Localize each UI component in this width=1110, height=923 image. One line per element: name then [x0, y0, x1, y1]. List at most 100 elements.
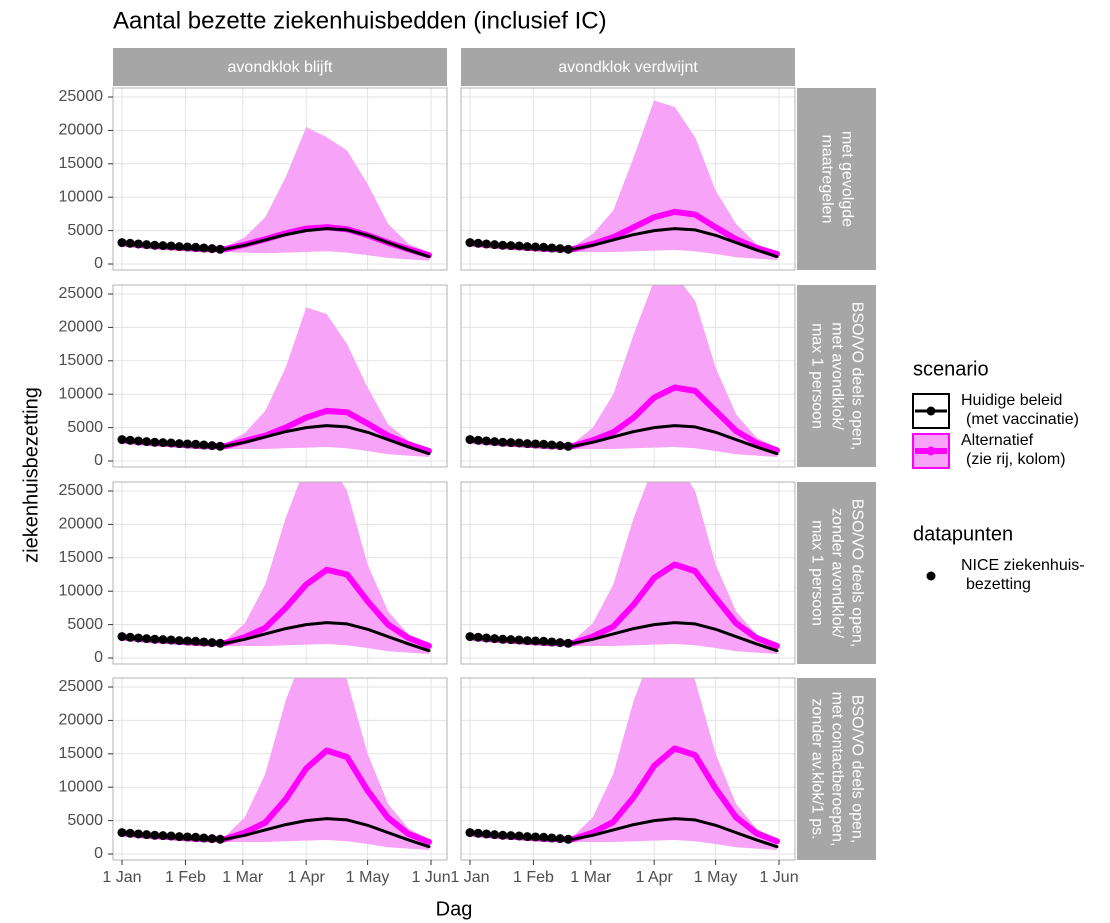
confidence-band [572, 285, 777, 457]
x-tick-label: 1 Jan [450, 869, 489, 886]
data-point [215, 834, 225, 844]
x-tick-label: 1 Jun [759, 869, 798, 886]
data-point [473, 828, 483, 838]
x-tick-label: 1 May [346, 869, 390, 886]
data-point [117, 238, 127, 248]
panel [460, 284, 796, 468]
panel [460, 677, 796, 861]
data-point [530, 242, 540, 252]
y-tick-label: 25000 [59, 482, 104, 499]
data-point [490, 240, 500, 250]
data-point [481, 633, 491, 643]
data-point [142, 830, 152, 840]
data-point [191, 636, 201, 646]
legend-label: Alternatief [961, 432, 1034, 449]
data-point [133, 633, 143, 643]
data-point [563, 441, 573, 451]
data-point [191, 242, 201, 252]
panel-border [460, 87, 796, 271]
legend-label: (met vaccinatie) [966, 411, 1079, 428]
data-point [530, 439, 540, 449]
data-point [133, 436, 143, 446]
data-point [555, 638, 565, 648]
data-point [539, 439, 549, 449]
data-point [125, 828, 135, 838]
data-point [133, 239, 143, 249]
data-point [182, 832, 192, 842]
data-point [125, 238, 135, 248]
x-tick-label: 1 Jan [102, 869, 141, 886]
chart-title: Aantal bezette ziekenhuisbedden (inclusi… [113, 7, 607, 34]
legend-key-dot [926, 406, 936, 416]
row-strip-label: met contactberoepen, [828, 692, 845, 847]
data-point [117, 632, 127, 642]
data-point [547, 833, 557, 843]
panel-plot [465, 482, 780, 654]
y-tick-label: 15000 [59, 155, 104, 172]
row-strip-label: max 1 persoon [808, 520, 825, 626]
y-tick-label: 20000 [59, 516, 104, 533]
data-point [563, 638, 573, 648]
panel-border [460, 284, 796, 468]
legend-label: bezetting [966, 576, 1031, 593]
data-point [547, 243, 557, 253]
panel-plot [117, 127, 432, 261]
data-point [465, 632, 475, 642]
data-point [133, 829, 143, 839]
data-point [490, 830, 500, 840]
x-tick-label: 1 Mar [570, 869, 612, 886]
data-point [191, 439, 201, 449]
y-tick-label: 15000 [59, 549, 104, 566]
x-tick-label: 1 Apr [636, 869, 674, 886]
data-point [117, 828, 127, 838]
data-point [174, 636, 184, 646]
y-tick-label: 0 [94, 845, 103, 862]
data-point [142, 437, 152, 447]
legend-label: NICE ziekenhuis- [961, 557, 1085, 574]
y-tick-label: 20000 [59, 122, 104, 139]
data-point [158, 831, 168, 841]
column-strip-label: avondklok blijft [228, 59, 334, 76]
data-point [522, 242, 532, 252]
y-tick-label: 20000 [59, 319, 104, 336]
row-strip-label: max 1 persoon [808, 323, 825, 429]
data-point [506, 438, 516, 448]
panel [112, 284, 448, 468]
y-tick-label: 10000 [59, 582, 104, 599]
data-point [158, 438, 168, 448]
panel-border [460, 677, 796, 861]
data-point [555, 834, 565, 844]
row-strip-label: zonder avondklok/ [828, 508, 845, 638]
data-point [166, 438, 176, 448]
data-point [117, 435, 127, 445]
data-point [490, 437, 500, 447]
data-point [481, 239, 491, 249]
data-point [514, 831, 524, 841]
row-strip-label: met gevolgde [838, 131, 855, 227]
row-strip-label: zonder av.klok/1 ps. [808, 698, 825, 839]
data-point [207, 638, 217, 648]
data-point [465, 435, 475, 445]
y-tick-label: 15000 [59, 745, 104, 762]
y-tick-label: 0 [94, 255, 103, 272]
data-point [182, 439, 192, 449]
panel-plot [117, 307, 432, 457]
data-point [465, 238, 475, 248]
panel-border [112, 284, 448, 468]
data-point [142, 240, 152, 250]
data-point [522, 439, 532, 449]
y-tick-label: 5000 [67, 419, 103, 436]
data-point [150, 240, 160, 250]
y-tick-label: 10000 [59, 385, 104, 402]
y-tick-label: 10000 [59, 188, 104, 205]
panel-plot [117, 678, 432, 850]
data-point [514, 241, 524, 251]
data-point [174, 242, 184, 252]
row-strip [797, 482, 876, 664]
data-point [142, 634, 152, 644]
x-tick-label: 1 Jun [411, 869, 450, 886]
x-tick-label: 1 Feb [513, 869, 554, 886]
data-point [506, 831, 516, 841]
data-point [498, 830, 508, 840]
panel-border [112, 677, 448, 861]
